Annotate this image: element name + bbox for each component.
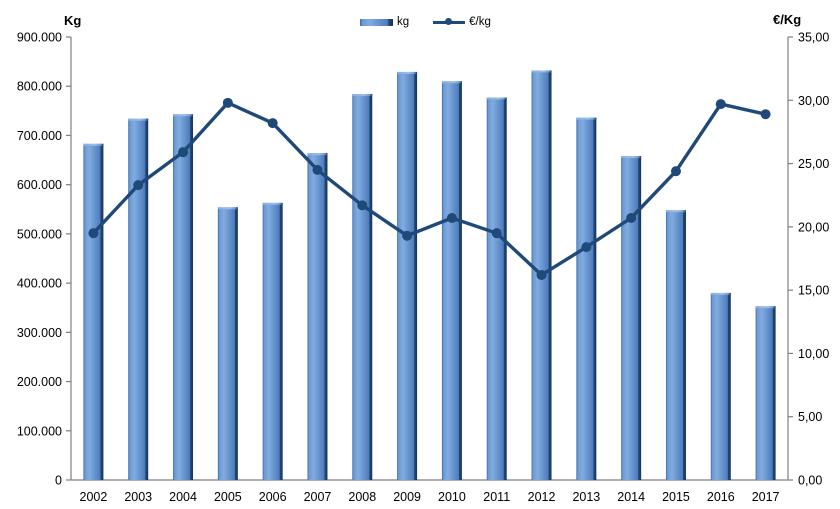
x-axis-label-2011: 2011	[483, 490, 510, 504]
bar-2017	[755, 306, 776, 480]
bar-top-bevel	[397, 71, 418, 74]
left-axis-tick-label: 300.000	[17, 326, 62, 340]
left-axis-tick-label: 200.000	[17, 375, 62, 389]
bar-2013	[576, 117, 597, 481]
bar-2007	[307, 153, 328, 481]
bar-top-bevel	[621, 156, 642, 159]
bar-2015	[665, 210, 686, 481]
bar-top-bevel	[441, 81, 462, 84]
right-axis-tick-label: 30,00	[798, 94, 829, 108]
line-point-2009	[402, 230, 413, 241]
line-point-2016	[715, 99, 726, 110]
line-point-2002	[88, 228, 99, 239]
line-point-2011	[491, 228, 502, 239]
bar-2014	[621, 156, 642, 480]
right-axis-tick-label: 0,00	[798, 474, 822, 488]
x-axis-label-2002: 2002	[80, 490, 108, 504]
line-point-2006	[267, 118, 278, 129]
right-axis-tick-label: 25,00	[798, 157, 829, 171]
left-axis-tick-label: 500.000	[17, 227, 62, 241]
line-point-2007	[312, 164, 323, 175]
x-axis-label-2012: 2012	[528, 490, 556, 504]
bar-top-bevel	[665, 210, 686, 213]
line-point-2012	[536, 269, 547, 280]
x-axis-label-2006: 2006	[259, 490, 287, 504]
bar-2008	[352, 94, 373, 480]
bar-top-bevel	[755, 306, 776, 309]
bar-2005	[217, 207, 238, 480]
legend: kg €/kg	[360, 16, 491, 28]
left-axis-title: Kg	[64, 13, 82, 28]
x-axis-label-2016: 2016	[707, 490, 735, 504]
left-axis-tick-label: 400.000	[17, 277, 62, 291]
bar-top-bevel	[352, 94, 373, 97]
x-axis-label-2009: 2009	[393, 490, 421, 504]
x-axis-label-2014: 2014	[617, 490, 645, 504]
bar-top-bevel	[531, 70, 552, 73]
line-point-2005	[222, 97, 233, 108]
left-axis-tick-label: 800.000	[17, 80, 62, 94]
bar-2011	[486, 97, 507, 480]
right-axis-tick-label: 35,00	[798, 31, 829, 45]
line-point-2015	[670, 166, 681, 177]
bar-top-bevel	[710, 292, 731, 295]
legend-label-eur-per-kg: €/kg	[469, 16, 491, 28]
line-point-2013	[581, 242, 592, 253]
line-point-2003	[133, 180, 144, 191]
left-axis-tick-label: 0	[55, 474, 62, 488]
bar-top-bevel	[576, 117, 597, 120]
right-axis-tick-label: 10,00	[798, 347, 829, 361]
x-axis-label-2015: 2015	[662, 490, 690, 504]
line-point-2010	[446, 212, 457, 223]
line-point-2014	[626, 212, 637, 223]
x-axis-label-2008: 2008	[348, 490, 376, 504]
bar-2003	[128, 118, 149, 480]
bar-series-swatch-icon	[360, 18, 393, 26]
right-axis-tick-label: 5,00	[798, 410, 822, 424]
legend-item-eur-per-kg: €/kg	[433, 16, 491, 28]
legend-item-kg: kg	[360, 16, 409, 28]
right-axis-title: €/Kg	[773, 12, 802, 27]
line-point-2004	[178, 147, 189, 158]
bar-2016	[710, 292, 731, 480]
bar-top-bevel	[262, 202, 283, 205]
x-axis-label-2007: 2007	[304, 490, 332, 504]
left-axis-tick-label: 700.000	[17, 129, 62, 143]
bar-2006	[262, 202, 283, 480]
right-axis-tick-label: 20,00	[798, 220, 829, 234]
bar-top-bevel	[173, 114, 194, 117]
bar-2004	[173, 114, 194, 480]
bar-top-bevel	[128, 118, 149, 121]
line-point-2008	[357, 200, 368, 211]
line-point-2017	[760, 109, 771, 120]
line-series-swatch-icon	[433, 18, 466, 25]
legend-label-kg: kg	[397, 16, 410, 28]
x-axis-label-2004: 2004	[169, 490, 197, 504]
bar-2010	[441, 81, 462, 481]
x-axis-label-2005: 2005	[214, 490, 242, 504]
bar-top-bevel	[83, 143, 104, 146]
line-eur-per-kg	[91, 101, 768, 277]
left-axis-tick-label: 600.000	[17, 178, 62, 192]
x-axis-label-2010: 2010	[438, 490, 466, 504]
left-axis-tick-label: 900.000	[17, 31, 62, 45]
left-axis-tick-label: 100.000	[17, 424, 62, 438]
x-axis-label-2017: 2017	[752, 490, 780, 504]
bar-2002	[83, 143, 104, 480]
bar-top-bevel	[217, 207, 238, 210]
bar-2009	[397, 71, 418, 480]
x-axis-label-2013: 2013	[572, 490, 600, 504]
x-axis-label-2003: 2003	[124, 490, 152, 504]
right-axis-tick-label: 15,00	[798, 284, 829, 298]
bar-top-bevel	[307, 153, 328, 156]
bar-top-bevel	[486, 97, 507, 100]
